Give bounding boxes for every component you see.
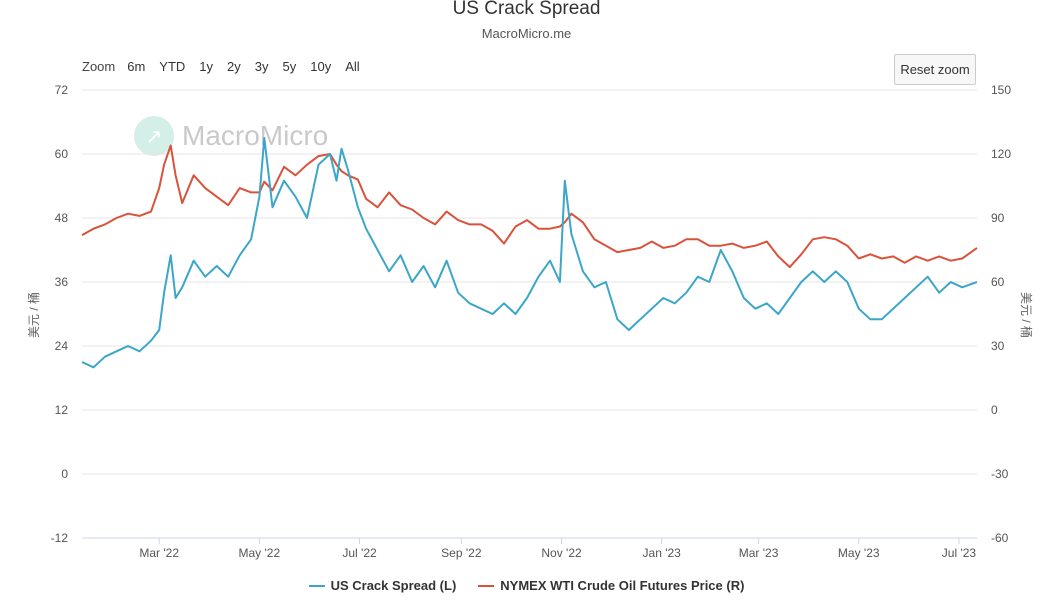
- left-tick-label: 60: [55, 147, 69, 161]
- left-axis: 72 60 48 36 24 12 0 -12: [51, 83, 69, 545]
- right-axis-title: 美元 / 桶: [1019, 292, 1034, 338]
- legend-swatch-spread: [308, 584, 325, 587]
- left-tick-label: 48: [55, 211, 69, 225]
- zoom-all-button[interactable]: All: [345, 59, 360, 74]
- legend: US Crack Spread (L) NYMEX WTI Crude Oil …: [0, 578, 1053, 593]
- watermark-text: MacroMicro: [182, 120, 329, 151]
- zoom-6m-button[interactable]: 6m: [127, 59, 146, 74]
- x-tick-label: Mar '22: [139, 546, 179, 560]
- right-tick-label: 90: [991, 211, 1005, 225]
- legend-item-wti[interactable]: NYMEX WTI Crude Oil Futures Price (R): [478, 578, 744, 593]
- zoom-ytd-button[interactable]: YTD: [159, 59, 186, 74]
- chart-subtitle: MacroMicro.me: [481, 26, 572, 41]
- right-tick-label: 30: [991, 339, 1005, 353]
- right-tick-label: 150: [991, 83, 1011, 97]
- left-tick-label: 12: [55, 403, 69, 417]
- x-axis: Mar '22 May '22 Jul '22 Sep '22 Nov '22 Jan '…: [82, 537, 977, 560]
- left-tick-label: 36: [55, 275, 69, 289]
- x-tick-label: Sep '22: [441, 546, 482, 560]
- chart-title: US Crack Spread: [452, 0, 601, 19]
- left-axis-title: 美元 / 桶: [26, 292, 41, 338]
- right-axis: 150 120 90 60 30 0 -30 -60: [991, 83, 1011, 545]
- right-tick-label: 120: [991, 147, 1011, 161]
- macromicro-logo-icon: ↗: [134, 116, 174, 156]
- x-tick-label: Nov '22: [541, 546, 582, 560]
- zoom-5y-button[interactable]: 5y: [282, 59, 297, 74]
- series-line-wti[interactable]: [81, 144, 978, 269]
- x-tick-label: May '22: [239, 546, 281, 560]
- legend-label-spread: US Crack Spread (L): [330, 578, 457, 593]
- left-tick-label: 24: [55, 339, 69, 353]
- series-lines: [81, 137, 978, 369]
- left-tick-label: 0: [61, 467, 68, 481]
- grid-lines: [82, 89, 977, 539]
- left-tick-label: -12: [51, 531, 69, 545]
- left-tick-label: 72: [55, 83, 69, 97]
- right-tick-label: 60: [991, 275, 1005, 289]
- x-tick-label: Jul '22: [342, 546, 377, 560]
- series-line-crack-spread[interactable]: [81, 137, 978, 369]
- zoom-3y-button[interactable]: 3y: [254, 59, 269, 74]
- zoom-1y-button[interactable]: 1y: [199, 59, 214, 74]
- x-tick-label: Jul '23: [942, 546, 977, 560]
- x-tick-label: Jan '23: [643, 546, 682, 560]
- legend-swatch-wti: [478, 584, 495, 587]
- x-tick-label: May '23: [838, 546, 880, 560]
- watermark: ↗ MacroMicro: [134, 116, 328, 156]
- right-tick-label: -60: [991, 531, 1009, 545]
- zoom-10y-button[interactable]: 10y: [310, 59, 332, 74]
- x-tick-label: Mar '23: [739, 546, 779, 560]
- zoom-label: Zoom: [82, 59, 116, 74]
- legend-item-spread[interactable]: US Crack Spread (L): [308, 578, 457, 593]
- legend-label-wti: NYMEX WTI Crude Oil Futures Price (R): [500, 578, 745, 593]
- reset-zoom-button[interactable]: Reset zoom: [894, 54, 976, 85]
- right-tick-label: -30: [991, 467, 1009, 481]
- right-tick-label: 0: [991, 403, 998, 417]
- zoom-2y-button[interactable]: 2y: [227, 59, 241, 74]
- zoom-bar: Zoom 6m YTD 1y 2y 3y 5y 10y All: [82, 59, 374, 74]
